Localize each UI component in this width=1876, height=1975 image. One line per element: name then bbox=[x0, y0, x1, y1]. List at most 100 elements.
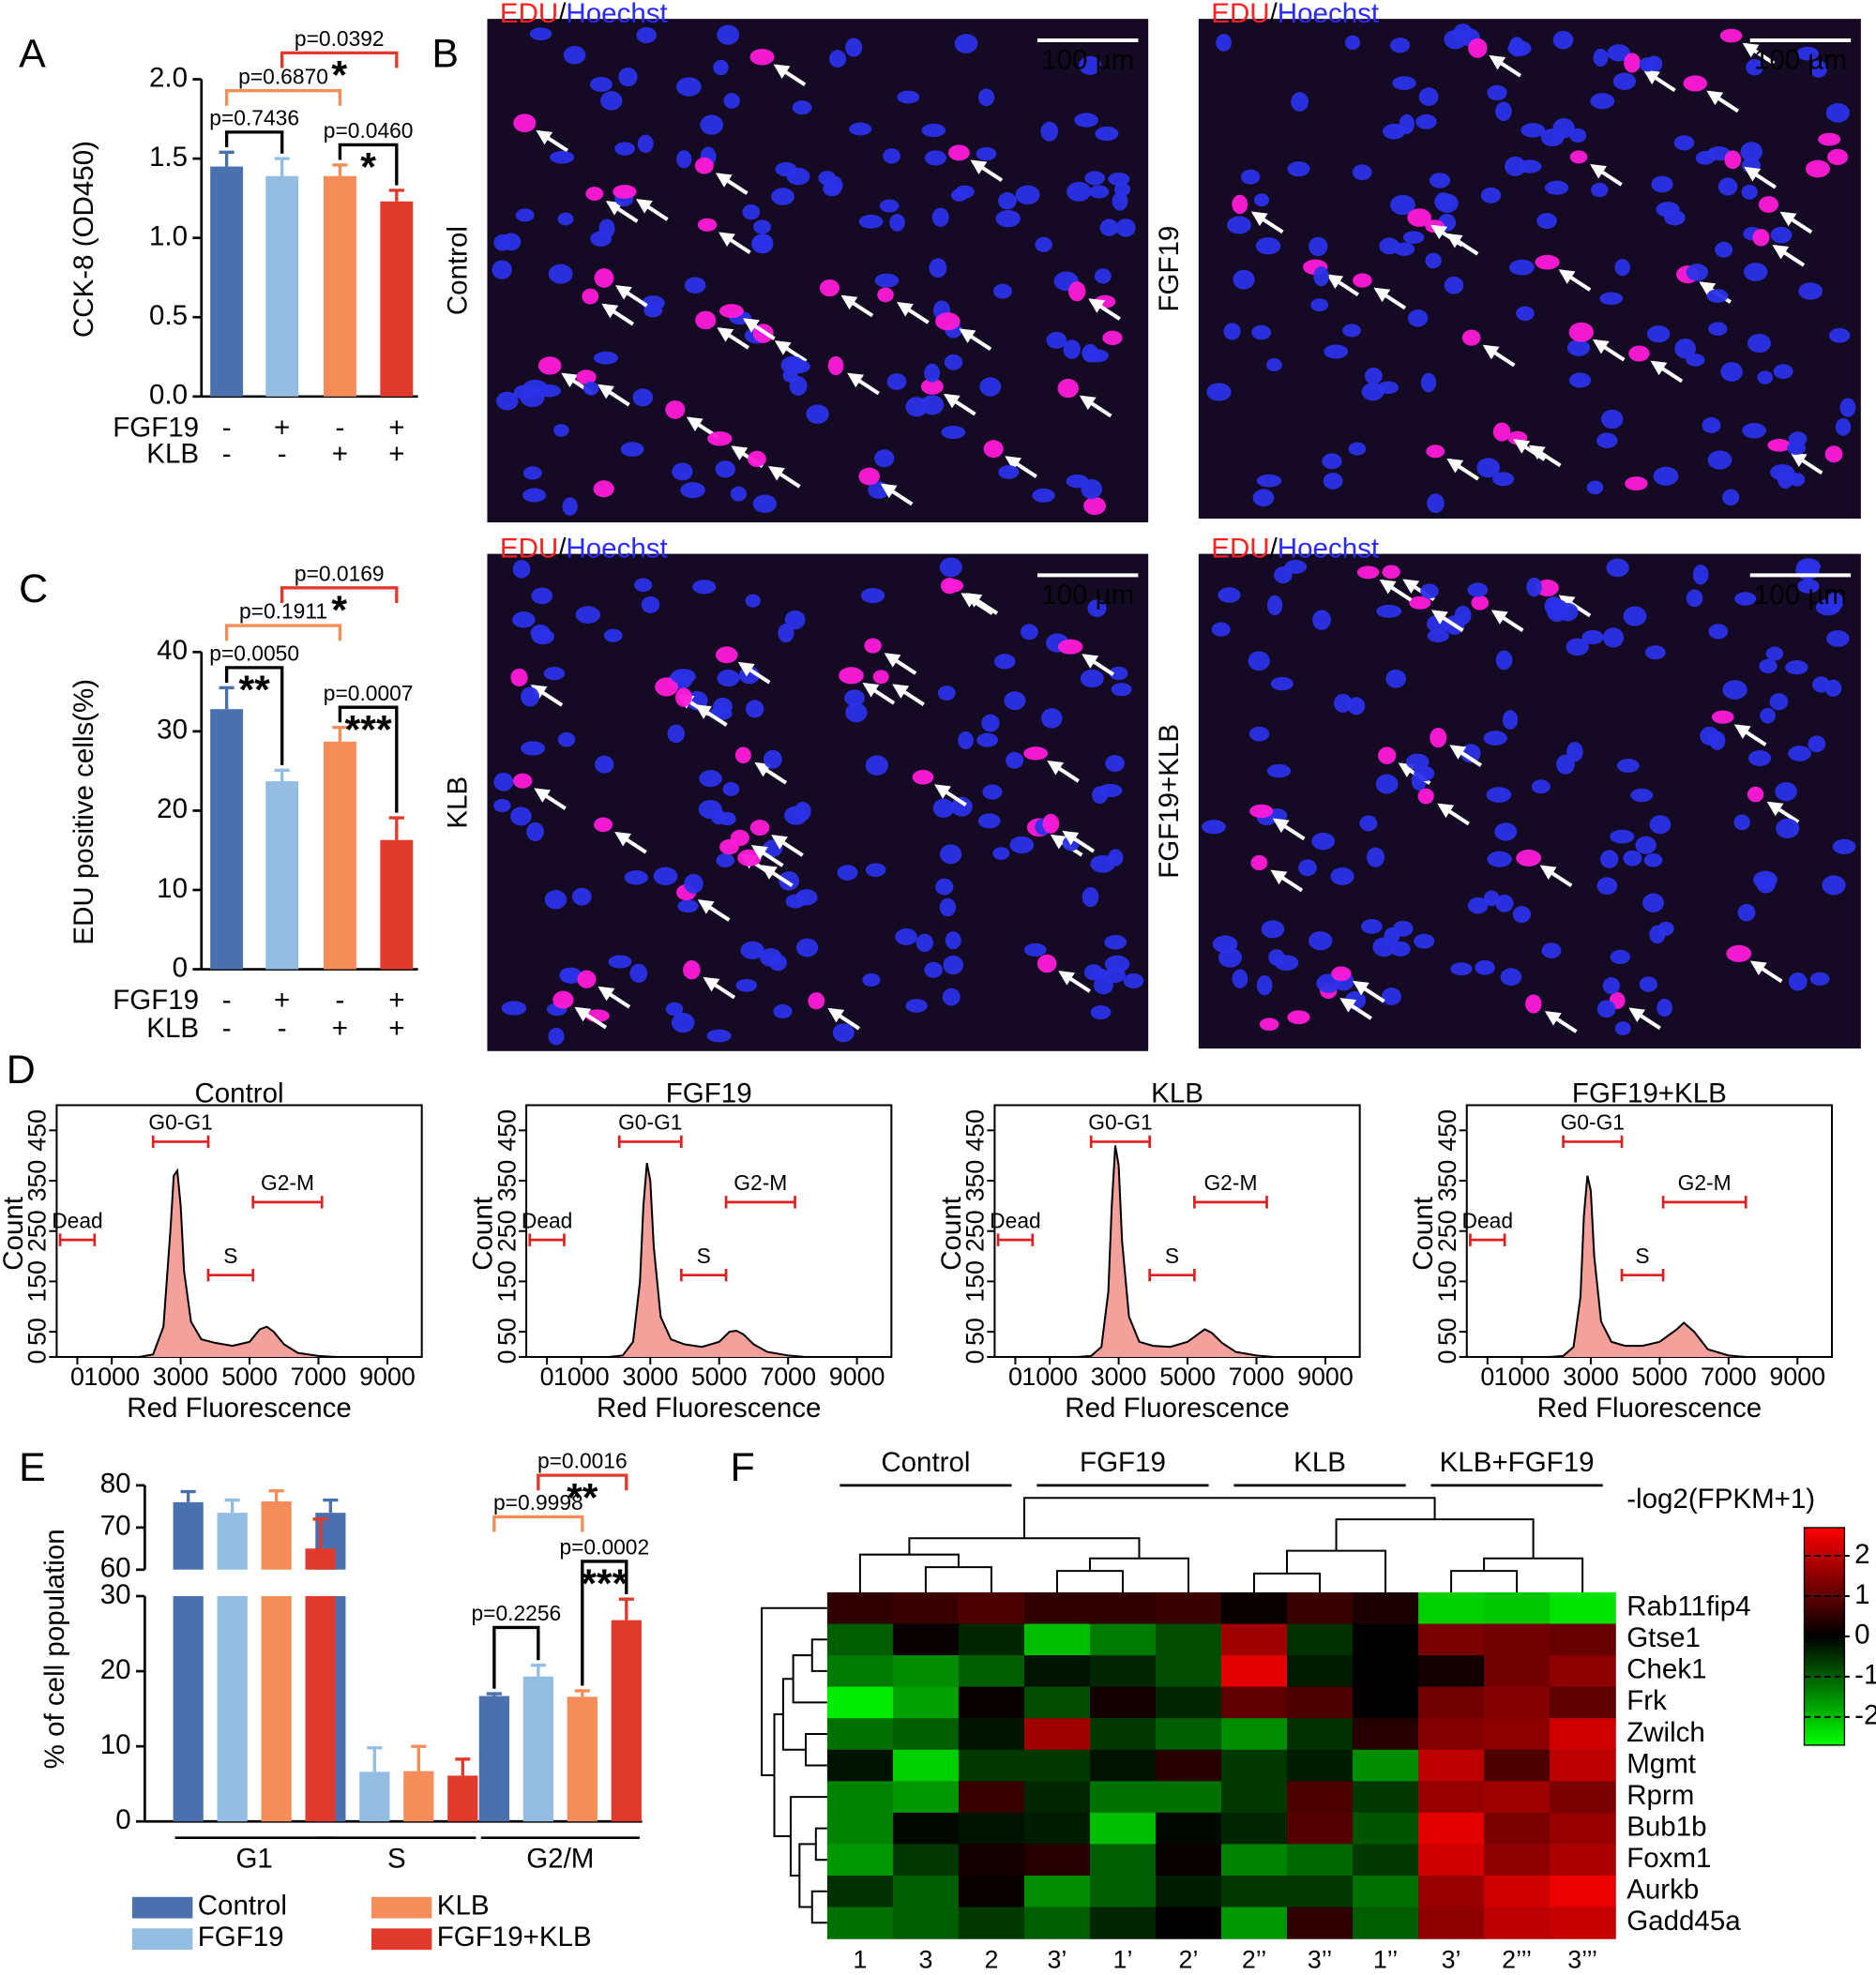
nucleus bbox=[1747, 333, 1772, 354]
nucleus bbox=[979, 377, 1002, 397]
nucleus bbox=[717, 670, 740, 687]
edu-nucleus bbox=[1568, 322, 1594, 342]
arrow bbox=[1353, 980, 1385, 1003]
bar bbox=[447, 1775, 478, 1822]
bar bbox=[478, 1696, 509, 1822]
heatmap-cell bbox=[1484, 1907, 1551, 1939]
stain-label-part: / bbox=[558, 533, 567, 564]
nucleus bbox=[1602, 977, 1621, 995]
nucleus bbox=[603, 628, 623, 642]
nucleus bbox=[1211, 622, 1231, 637]
nucleus bbox=[1252, 489, 1275, 507]
stain-label-part: / bbox=[558, 0, 567, 29]
heatmap-cell bbox=[1287, 1686, 1354, 1719]
column-label: 2 bbox=[984, 1945, 998, 1973]
heatmap-cell bbox=[1550, 1591, 1616, 1625]
nucleus bbox=[1323, 472, 1343, 490]
nucleus bbox=[1453, 23, 1473, 42]
nucleus bbox=[593, 351, 618, 365]
nucleus bbox=[1425, 252, 1442, 269]
nucleus bbox=[1708, 322, 1728, 336]
heatmap-cell bbox=[826, 1812, 894, 1846]
arrow bbox=[536, 129, 569, 153]
nucleus bbox=[493, 772, 514, 792]
heatmap-cell bbox=[826, 1749, 894, 1782]
nucleus bbox=[784, 806, 809, 825]
nucleus bbox=[1256, 474, 1282, 488]
nucleus bbox=[590, 231, 613, 247]
edu-nucleus bbox=[1468, 38, 1488, 58]
edu-nucleus bbox=[872, 670, 889, 685]
edu-nucleus bbox=[655, 677, 678, 697]
nucleus bbox=[559, 967, 578, 984]
edu-nucleus bbox=[1042, 813, 1060, 834]
heatmap-cell bbox=[1484, 1655, 1551, 1688]
nucleus bbox=[981, 714, 1000, 732]
nucleus bbox=[1227, 216, 1251, 234]
nucleus bbox=[512, 560, 531, 579]
nucleus bbox=[1450, 962, 1473, 976]
heatmap-cell bbox=[1353, 1812, 1419, 1846]
nucleus bbox=[779, 871, 800, 891]
nucleus bbox=[775, 161, 797, 177]
nucleus bbox=[1789, 473, 1806, 487]
nucleus bbox=[998, 192, 1017, 210]
x-tick-label: 7000 bbox=[1701, 1363, 1757, 1391]
nucleus bbox=[1692, 565, 1709, 585]
nucleus bbox=[706, 1029, 732, 1043]
edu-nucleus bbox=[577, 970, 597, 988]
nucleus bbox=[778, 623, 794, 643]
nucleus bbox=[955, 185, 975, 199]
nucleus bbox=[1253, 193, 1270, 207]
nucleus bbox=[1375, 774, 1399, 794]
edu-nucleus bbox=[819, 279, 840, 297]
nucleus bbox=[1115, 219, 1136, 237]
nucleus bbox=[550, 150, 575, 164]
stain-label-part: EDU bbox=[1211, 0, 1269, 29]
nucleus bbox=[1826, 630, 1850, 647]
heatmap-cell bbox=[1418, 1686, 1485, 1719]
nucleus bbox=[1809, 60, 1827, 78]
heatmap-cell bbox=[1418, 1781, 1485, 1814]
stain-label-part: EDU bbox=[1211, 533, 1269, 564]
nucleus bbox=[620, 442, 644, 457]
condition-name: FGF19 bbox=[113, 985, 199, 1016]
arrow bbox=[1590, 164, 1623, 187]
nucleus bbox=[557, 212, 574, 226]
nucleus bbox=[1787, 441, 1807, 456]
nucleus bbox=[763, 749, 782, 769]
nucleus bbox=[1734, 592, 1757, 606]
nucleus bbox=[1566, 339, 1591, 356]
edu-nucleus bbox=[1747, 786, 1764, 803]
significance-bracket bbox=[280, 51, 399, 68]
arrow bbox=[1772, 244, 1806, 267]
gate bbox=[151, 1135, 210, 1149]
edu-nucleus bbox=[1471, 595, 1490, 611]
row-label: Mgmt bbox=[1626, 1748, 1696, 1779]
nucleus bbox=[784, 610, 806, 630]
nucleus bbox=[976, 732, 998, 747]
nucleus bbox=[521, 686, 540, 707]
arrow bbox=[1733, 724, 1767, 746]
nucleus bbox=[944, 354, 963, 370]
nucleus bbox=[510, 807, 532, 826]
nucleus bbox=[760, 948, 782, 967]
nucleus bbox=[1520, 123, 1546, 138]
p-value: p=0.0007 bbox=[324, 681, 414, 705]
arrow bbox=[970, 159, 1004, 183]
x-tick-label: 1000 bbox=[1494, 1363, 1551, 1391]
heatmap-cell bbox=[892, 1655, 960, 1688]
nucleus bbox=[1746, 58, 1763, 76]
nucleus bbox=[860, 588, 885, 604]
gate-label: Dead bbox=[1462, 1208, 1514, 1232]
edu-nucleus bbox=[1036, 954, 1057, 973]
nucleus bbox=[1322, 453, 1342, 470]
nucleus bbox=[1825, 102, 1850, 123]
p-value: p=0.1911 bbox=[239, 599, 327, 624]
nucleus bbox=[1591, 182, 1609, 198]
heatmap-cell bbox=[1287, 1812, 1354, 1846]
nucleus bbox=[865, 863, 886, 878]
column-dendrogram bbox=[924, 1566, 992, 1592]
nucleus bbox=[1593, 48, 1609, 68]
nucleus bbox=[1602, 627, 1625, 648]
